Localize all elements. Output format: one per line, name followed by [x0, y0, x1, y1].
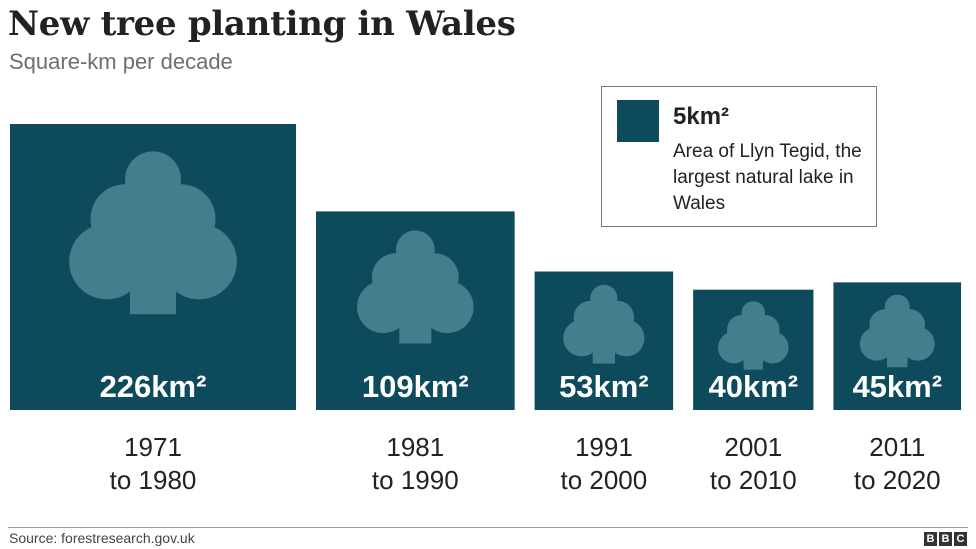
category-label: 1981 — [386, 432, 444, 462]
category-label: 1971 — [124, 432, 182, 462]
category-label: to 2000 — [560, 465, 647, 495]
tree-icon — [357, 230, 474, 344]
category-label: to 2020 — [854, 465, 941, 495]
chart-subtitle: Square-km per decade — [9, 49, 233, 74]
chart-title: New tree planting in Wales — [8, 4, 516, 44]
tree-icon — [859, 294, 935, 368]
legend-description: Area of Llyn Tegid, the largest natural … — [673, 141, 862, 214]
category-label: 2011 — [869, 432, 925, 462]
legend-swatch — [617, 100, 659, 142]
bbc-logo: B B C — [924, 532, 967, 546]
tree-icon — [563, 284, 645, 364]
bbc-logo-letter: B — [924, 532, 937, 546]
legend-box: 5km² Area of Llyn Tegid, the largest nat… — [601, 86, 877, 227]
category-label: to 1990 — [372, 465, 459, 495]
bbc-logo-letter: C — [954, 532, 967, 546]
value-label: 45km² — [852, 369, 942, 404]
source-note: Source: forestresearch.gov.uk — [9, 530, 195, 546]
category-label: to 1980 — [110, 465, 197, 495]
tree-icon — [69, 151, 237, 315]
value-label: 226km² — [100, 369, 207, 404]
footer-divider — [8, 527, 968, 528]
legend-value: 5km² — [673, 103, 730, 130]
bbc-logo-letter: B — [939, 532, 952, 546]
value-label: 109km² — [362, 369, 469, 404]
category-label: to 2010 — [710, 465, 797, 495]
category-label: 1991 — [575, 432, 633, 462]
tree-icon — [717, 301, 789, 370]
category-label: 2001 — [724, 432, 782, 462]
value-label: 53km² — [559, 369, 649, 404]
value-label: 40km² — [708, 369, 798, 404]
